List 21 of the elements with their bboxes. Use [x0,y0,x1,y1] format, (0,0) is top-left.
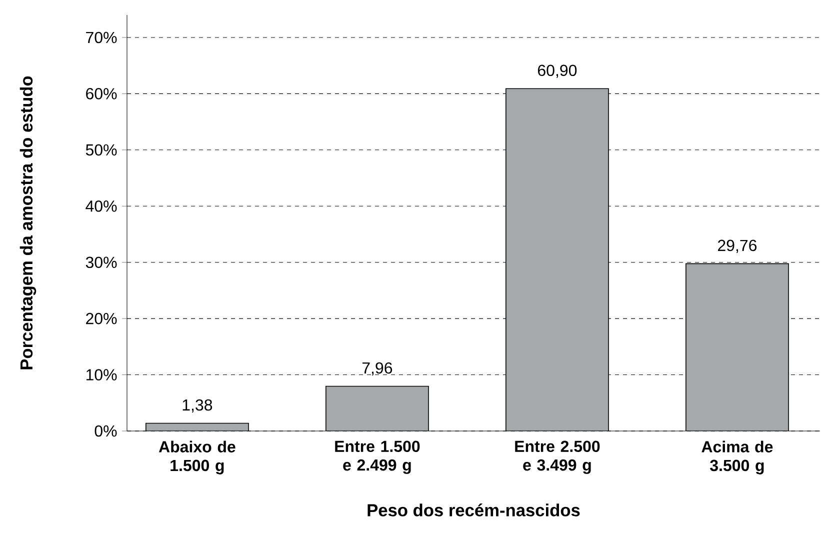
bar [686,263,789,431]
x-tick-label: Entre 1.500 e 2.499 g [335,440,420,474]
y-axis-title: Porcentagem da amostra do estudo [20,76,36,370]
data-label: 7,96 [362,362,392,376]
data-label: 1,38 [182,399,212,413]
y-tick-label: 50% [86,144,117,156]
y-tick-label: 20% [86,312,117,324]
y-tick-label: 10% [86,369,117,380]
x-tick-label: Abaixo de 1.500 g [158,440,236,474]
y-tick-label: 30% [86,256,117,268]
y-tick-label: 70% [86,32,117,44]
x-axis-title: Peso dos recém-nascidos [368,504,580,516]
x-tick-label: Entre 2.500 e 3.499 g [515,440,600,474]
data-label: 60,90 [538,64,577,78]
data-label: 29,76 [718,240,757,253]
y-tick-label: 40% [86,200,117,212]
bar [506,88,609,431]
bar [326,386,429,431]
y-tick-label: 60% [86,88,117,100]
x-tick-label: Acima de 3.500 g [702,440,773,474]
y-tick-label: 0% [94,425,117,437]
